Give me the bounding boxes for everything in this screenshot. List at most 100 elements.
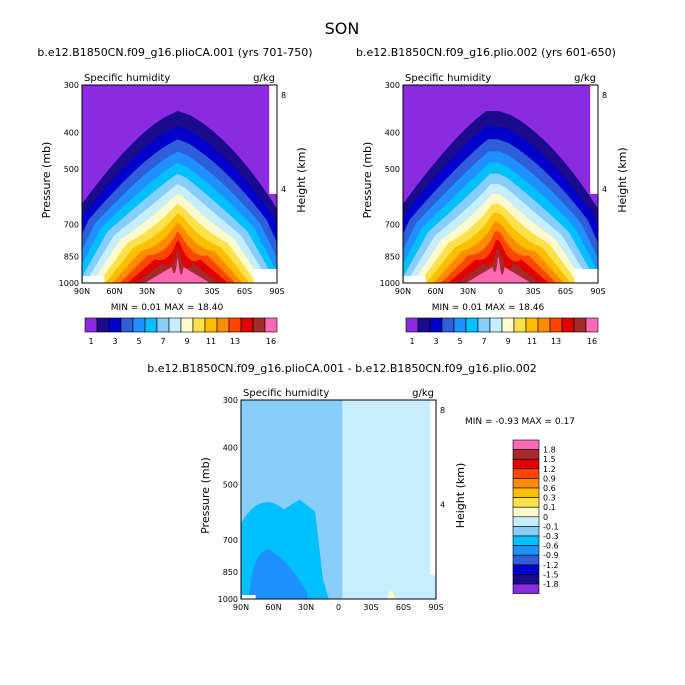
x-tick-label: 90S [428, 603, 443, 612]
colorbar-cell [216, 317, 230, 333]
colorbar-label: -0.6 [543, 542, 559, 551]
panel-title: b.e12.B1850CN.f09_g16.plioCA.001 - b.e12… [147, 362, 536, 375]
height-tick-label: 8 [440, 406, 445, 415]
colorbar-label: 5 [136, 337, 141, 346]
x-tick-label: 30S [363, 603, 378, 612]
colorbar-label: 13 [551, 337, 561, 346]
plot-frame [81, 84, 278, 284]
contour-level [387, 591, 396, 599]
x-tick-label: 60N [427, 287, 443, 296]
colorbar-label: 9 [505, 337, 510, 346]
contour-level [144, 257, 211, 283]
terrain-mask [242, 595, 256, 599]
colorbar-cell [512, 526, 540, 537]
colorbar-label: 0.9 [543, 474, 556, 483]
variable-label: Specific humidity [405, 73, 491, 84]
panel-difference: b.e12.B1850CN.f09_g16.plioCA.001 - b.e12… [147, 362, 575, 612]
colorbar-cell [156, 317, 170, 333]
min-max-label: MIN = 0.01 MAX = 18.40 [111, 303, 224, 313]
colorbar-cell [512, 468, 540, 479]
y-tick-label: 500 [64, 165, 79, 174]
colorbar-cell [512, 439, 540, 450]
x-tick-label: 60N [106, 287, 122, 296]
colorbar-cell [441, 317, 455, 333]
colorbar-cell [512, 449, 540, 460]
colorbar-diff: 1.81.51.20.90.60.30.10-0.1-0.3-0.6-0.9-1… [512, 439, 559, 594]
colorbar-cell [549, 317, 563, 333]
panel-title: b.e12.B1850CN.f09_g16.plio.002 (yrs 601-… [356, 46, 616, 59]
colorbar-cell [96, 317, 110, 333]
min-max-label: MIN = 0.01 MAX = 18.46 [432, 303, 545, 313]
contour-fills [82, 85, 277, 283]
figure-title: SON [325, 19, 360, 38]
colorbar-cell [512, 497, 540, 508]
y-tick-label: 850 [223, 568, 238, 577]
contour-fills [403, 85, 598, 283]
colorbar-cell [192, 317, 206, 333]
colorbar-cell [525, 317, 539, 333]
colorbar-label: 16 [587, 337, 597, 346]
colorbar-cell [264, 317, 278, 333]
x-tick-label: 90S [590, 287, 605, 296]
colorbar-cell [512, 564, 540, 575]
colorbar-label: 0 [543, 513, 548, 522]
x-tick-label: 60S [396, 603, 411, 612]
x-tick-label: 90N [74, 287, 90, 296]
colorbar-label: -1.8 [543, 580, 559, 589]
colorbar-label: 3 [112, 337, 117, 346]
colorbar-label: 0.6 [543, 484, 556, 493]
colorbar-cell [429, 317, 443, 333]
x-tick-label: 90N [395, 287, 411, 296]
colorbar-label: -0.3 [543, 532, 559, 541]
colorbar-label: 1 [88, 337, 93, 346]
panel-experiment: b.e12.B1850CN.f09_g16.plio.002 (yrs 601-… [356, 46, 629, 313]
colorbar-cell [228, 317, 242, 333]
x-tick-label: 60S [237, 287, 252, 296]
colorbar-cell [512, 574, 540, 585]
colorbar-cell [405, 317, 419, 333]
colorbar-cell [512, 554, 540, 566]
terrain-mask [253, 269, 277, 283]
x-tick-label: 90S [269, 287, 284, 296]
units-label: g/kg [253, 73, 275, 84]
colorbar-cell [585, 317, 599, 333]
y-tick-label: 850 [385, 252, 400, 261]
colorbar-cell [512, 487, 540, 498]
colorbar-label: 1.5 [543, 455, 556, 464]
height-tick-label: 4 [281, 185, 286, 194]
colorbar-cell [512, 506, 540, 518]
colorbar-label: 3 [433, 337, 438, 346]
y-tick-label: 700 [64, 220, 79, 229]
y-tick-label: 1000 [380, 279, 400, 288]
colorbar-label: 13 [230, 337, 240, 346]
y-tick-label: 700 [385, 220, 400, 229]
x-tick-label: 30N [139, 287, 155, 296]
right-axis-label: Height (km) [616, 147, 629, 213]
y-axis-label: Pressure (mb) [40, 142, 53, 219]
terrain-mask [574, 269, 598, 283]
colorbar-label: 1.2 [543, 465, 556, 474]
colorbar-cell [180, 317, 194, 333]
variable-label: Specific humidity [84, 73, 170, 84]
y-tick-label: 1000 [59, 279, 79, 288]
height-tick-label: 8 [281, 91, 286, 100]
height-tick-label: 4 [602, 185, 607, 194]
y-axis-label: Pressure (mb) [361, 142, 374, 219]
colorbar-cell [465, 317, 479, 333]
x-tick-label: 30N [460, 287, 476, 296]
variable-label: Specific humidity [243, 388, 329, 399]
y-tick-label: 300 [385, 81, 400, 90]
plot-frame [240, 399, 437, 600]
colorbar-label: 1 [409, 337, 414, 346]
colorbar-label: -0.1 [543, 522, 559, 531]
colorbar-label: 16 [266, 337, 276, 346]
colorbar-cell [513, 317, 527, 333]
terrain-mask [430, 400, 436, 576]
contour-level [342, 400, 436, 599]
y-tick-label: 400 [223, 444, 238, 453]
terrain-mask [404, 276, 426, 283]
colorbar-label: 11 [527, 337, 537, 346]
colorbar-abs: 1 3 5 7 9 11 13 16 1 3 5 7 9 11 13 16 [84, 317, 599, 346]
colorbar-cell [204, 317, 218, 333]
